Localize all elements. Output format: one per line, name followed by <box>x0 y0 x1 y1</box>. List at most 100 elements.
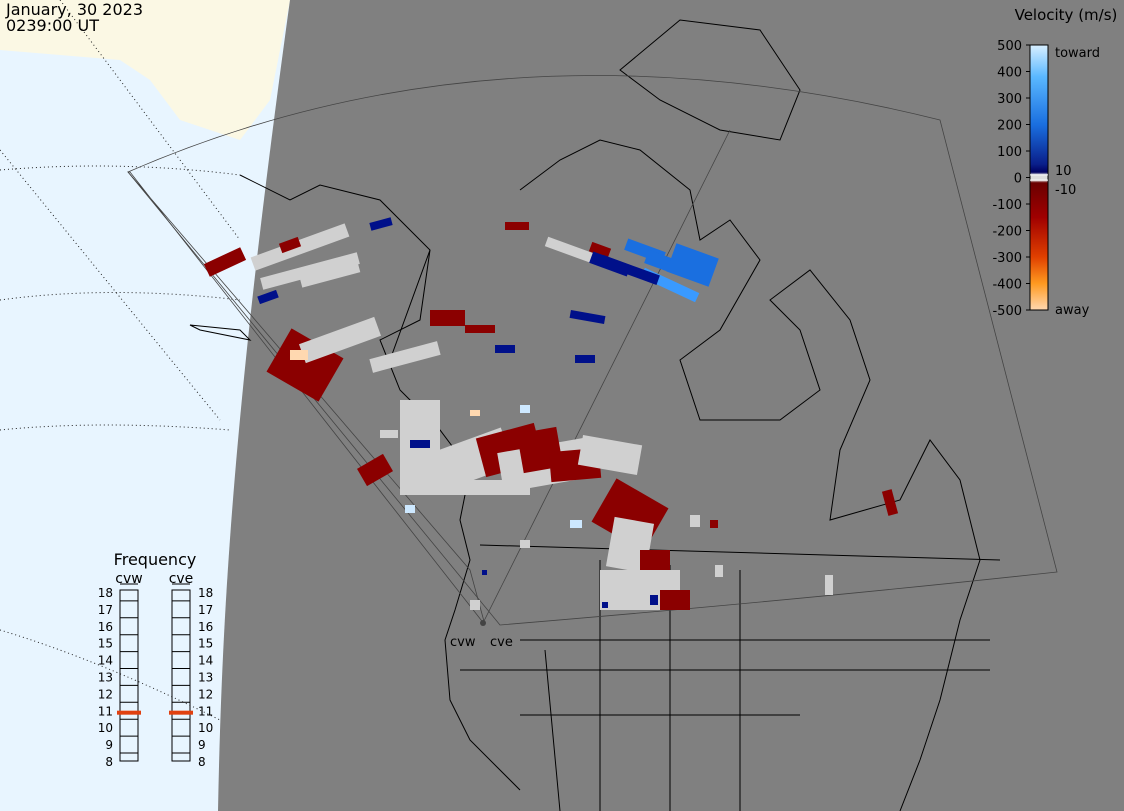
radar-cell <box>410 440 430 448</box>
radar-cell <box>825 575 833 595</box>
radar-cell <box>660 590 690 610</box>
colorbar-label: away <box>1055 303 1090 318</box>
colorbar-ticks: 500 400 300 200 100 0 -100 -200 -300 -400 -500 10 -1… <box>992 39 1076 319</box>
frequency-tick-label: 17 <box>198 603 213 617</box>
frequency-tick-label: 18 <box>198 586 213 600</box>
site-label: cve <box>490 635 513 650</box>
frequency-tick-label: 13 <box>98 671 113 685</box>
radar-cell <box>505 222 529 230</box>
radar-cell <box>569 310 606 324</box>
colorbar-label: toward <box>1055 46 1100 61</box>
frequency-tick-label: 15 <box>198 637 213 651</box>
colorbar-tick-label: 0 <box>1014 172 1022 187</box>
radar-cell <box>357 453 393 487</box>
colorbar-tick-label: 200 <box>997 119 1022 134</box>
frequency-tick-label: 8 <box>105 755 113 769</box>
frequency-tick-label: 18 <box>98 586 113 600</box>
frequency-marker <box>169 710 193 715</box>
radar-cell <box>278 236 302 254</box>
radar-cell <box>400 480 530 495</box>
radar-cell <box>298 316 382 364</box>
frequency-tick-label: 14 <box>198 654 213 668</box>
frequency-panel: cvw18171615141312111098cve18171615141312… <box>98 571 214 769</box>
time: 0239:00 UT <box>6 16 99 35</box>
radar-cell <box>666 243 719 287</box>
frequency-tick-label: 16 <box>98 620 113 634</box>
colorbar <box>1029 44 1049 311</box>
radar-cell <box>495 345 515 353</box>
colorbar-tick-label: -200 <box>992 225 1022 240</box>
frequency-tick-label: 15 <box>98 637 113 651</box>
frequency-box <box>119 589 139 762</box>
radar-cell <box>430 310 465 326</box>
frequency-tick-label: 12 <box>198 687 213 701</box>
radar-cell <box>520 405 530 413</box>
radar-cell <box>380 430 398 438</box>
radar-cell <box>405 505 415 513</box>
site-label: cvw <box>450 635 476 650</box>
frequency-tick-label: 11 <box>198 704 213 718</box>
radar-cell <box>715 565 723 577</box>
radar-cell <box>470 600 480 610</box>
frequency-tick-label: 17 <box>98 603 113 617</box>
frequency-marker <box>117 710 141 715</box>
radar-site <box>480 620 486 626</box>
radar-cell <box>577 435 643 475</box>
colorbar-tick-label: 500 <box>997 39 1022 54</box>
grid-lines <box>0 0 241 721</box>
radar-cell <box>570 520 582 528</box>
radar-cell <box>299 262 361 288</box>
radar-cell <box>602 602 608 608</box>
frequency-tick-label: 13 <box>198 671 213 685</box>
radar-cell <box>369 217 393 231</box>
frequency-box <box>171 589 191 762</box>
frequency-tick-label: 10 <box>198 721 213 735</box>
radar-cell <box>470 410 480 416</box>
radar-cell <box>257 289 279 305</box>
radar-cell <box>250 223 350 271</box>
frequency-tick-label: 9 <box>198 738 206 752</box>
radar-cells <box>203 217 899 610</box>
frequency-tick-label: 12 <box>98 687 113 701</box>
radar-cell <box>600 255 660 285</box>
radar-cell <box>369 341 441 373</box>
radar-name: cve <box>169 571 194 587</box>
radar-cell <box>482 570 487 575</box>
colorbar-tick-label: -500 <box>992 304 1022 319</box>
date: January, 30 2023 <box>5 0 143 19</box>
radar-cell <box>881 489 899 516</box>
radar-cell <box>650 595 658 605</box>
radar-cell <box>266 328 344 402</box>
radar-cell <box>575 355 595 363</box>
frequency-tick-label: 11 <box>98 704 113 718</box>
colorbar-tick-label: -400 <box>992 278 1022 293</box>
radar-cell <box>544 236 596 264</box>
radar-cell <box>520 540 530 548</box>
radar-cell <box>290 350 308 360</box>
frequency-tick-label: 10 <box>98 721 113 735</box>
frequency-title: Frequency <box>114 550 197 569</box>
radar-cell <box>260 252 360 290</box>
colorbar-tick-label: -100 <box>992 198 1022 213</box>
radar-cell <box>465 325 495 333</box>
radar-cell <box>640 550 670 570</box>
colorbar-tick-label: 100 <box>997 145 1022 160</box>
colorbar-tick-label: 10 <box>1055 164 1072 179</box>
radar-cell <box>588 241 612 259</box>
frequency-tick-label: 14 <box>98 654 113 668</box>
colorbar-tick-label: 300 <box>997 92 1022 107</box>
colorbar-tick-label: -300 <box>992 251 1022 266</box>
radar-name: cvw <box>115 571 142 587</box>
radar-cell <box>203 247 247 277</box>
frequency-tick-label: 8 <box>198 755 206 769</box>
colorbar-tick-label: -10 <box>1055 183 1076 198</box>
frequency-tick-label: 9 <box>105 738 113 752</box>
colorbar-tick-label: 400 <box>997 66 1022 81</box>
night-region <box>218 0 1124 811</box>
radar-cell <box>690 515 700 527</box>
land-unlit <box>0 0 290 140</box>
colorbar-title: Velocity (m/s) <box>1015 6 1118 24</box>
frequency-tick-label: 16 <box>198 620 213 634</box>
radar-cell <box>710 520 718 528</box>
